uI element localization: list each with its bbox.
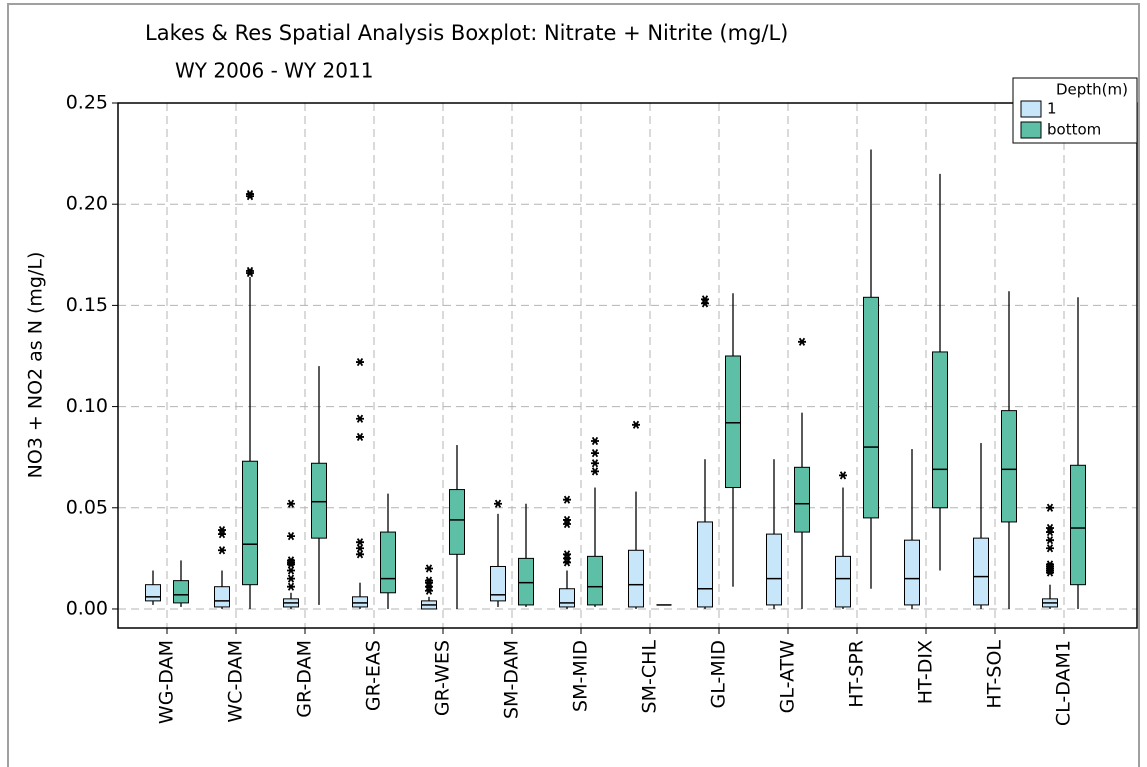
y-tick-label: 0.25 [66, 92, 108, 114]
outlier [246, 266, 254, 276]
x-tick-label: SM-CHL [639, 640, 661, 714]
outlier [425, 576, 433, 585]
box [1070, 464, 1086, 586]
box [490, 565, 506, 602]
outlier [356, 432, 364, 442]
x-tick-label: GR-DAM [294, 640, 316, 718]
box [214, 586, 230, 608]
chart-title: Lakes & Res Spatial Analysis Boxplot: Ni… [145, 21, 788, 45]
box [352, 596, 368, 608]
box [449, 489, 465, 555]
outlier [218, 525, 226, 535]
box [766, 533, 782, 606]
x-tick-label: SM-DAM [501, 640, 523, 719]
x-tick-label: WG-DAM [156, 640, 178, 724]
outlier [287, 574, 295, 583]
box [725, 355, 741, 489]
outlier [287, 582, 295, 591]
outlier [591, 436, 599, 446]
box [242, 460, 258, 586]
x-tick-label: GL-MID [708, 640, 730, 708]
outlier [563, 495, 571, 504]
chart-frame [7, 3, 1140, 767]
y-tick-label: 0.20 [66, 193, 108, 215]
plot-area [117, 102, 1138, 629]
x-tick-label: GL-ATW [777, 640, 799, 714]
y-tick-label: 0.10 [66, 395, 108, 417]
box [697, 521, 713, 608]
legend-swatch [1020, 121, 1042, 139]
outlier [798, 337, 806, 346]
outlier [591, 467, 599, 476]
legend-title: Depth(m) [1056, 81, 1128, 99]
x-tick-label: HT-SPR [846, 640, 868, 708]
outlier [218, 546, 226, 555]
box [904, 539, 920, 606]
box [380, 531, 396, 594]
legend-swatch [1020, 100, 1042, 118]
x-tick-label: GR-EAS [363, 640, 385, 711]
box [518, 557, 534, 606]
y-axis-label: NO3 + NO2 as N (mg/L) [25, 252, 47, 479]
outlier [1046, 503, 1054, 512]
chart-subtitle: WY 2006 - WY 2011 [175, 59, 373, 83]
outlier [246, 189, 254, 199]
box [973, 537, 989, 606]
x-tick-label: WC-DAM [225, 640, 247, 723]
x-tick-label: HT-SOL [984, 640, 1006, 709]
box [173, 580, 189, 604]
x-tick-label: SM-MID [570, 640, 592, 712]
box [794, 466, 810, 533]
outlier [632, 420, 640, 429]
outlier [356, 357, 364, 367]
outlier [701, 295, 709, 304]
x-tick-label: HT-DIX [915, 640, 937, 704]
outlier [591, 459, 599, 468]
box [587, 555, 603, 606]
box [863, 296, 879, 519]
x-tick-label: GR-WES [432, 640, 454, 716]
box [559, 588, 575, 608]
y-tick-label: 0.00 [66, 597, 108, 619]
box [311, 462, 327, 539]
outlier [1046, 536, 1054, 545]
box [835, 555, 851, 608]
box [1001, 410, 1017, 523]
outlier [356, 538, 364, 547]
outlier [563, 515, 571, 525]
outlier [356, 414, 364, 423]
outlier [1046, 560, 1054, 569]
box [145, 584, 161, 602]
outlier [425, 564, 433, 573]
legend-label: 1 [1047, 100, 1057, 118]
outlier [1046, 544, 1054, 553]
x-tick-label: CL-DAM1 [1053, 640, 1075, 726]
y-tick-label: 0.05 [66, 496, 108, 518]
box [628, 549, 644, 608]
outlier [287, 499, 295, 508]
outlier [287, 532, 295, 541]
outlier [494, 499, 502, 508]
outlier [839, 471, 847, 480]
legend-label: bottom [1047, 121, 1101, 139]
outlier [287, 556, 295, 565]
y-tick-label: 0.15 [66, 294, 108, 316]
outlier [1046, 523, 1054, 533]
outlier [563, 550, 571, 559]
box [932, 351, 948, 509]
outlier [591, 449, 599, 458]
